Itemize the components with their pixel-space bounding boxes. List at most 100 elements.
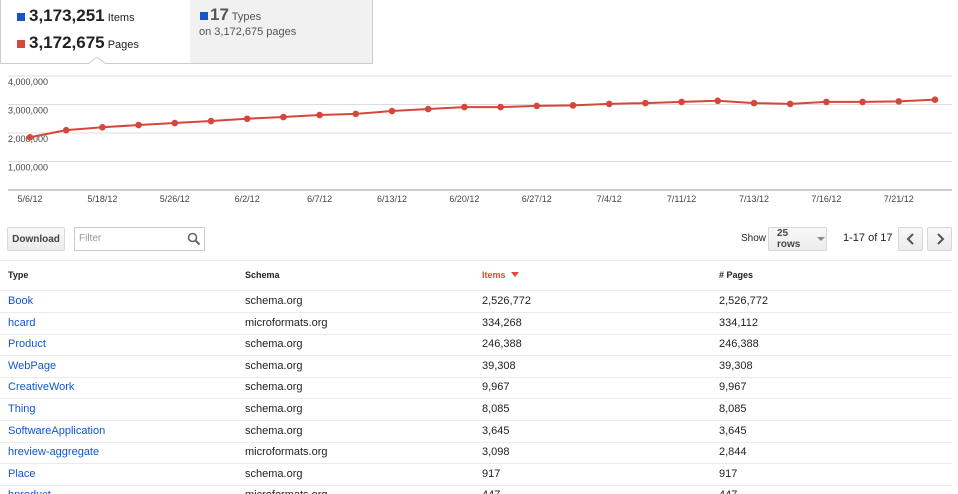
row-line	[0, 463, 952, 465]
x-tick-label: 6/13/12	[377, 194, 407, 204]
search-icon	[187, 232, 201, 246]
data-point	[352, 110, 360, 118]
column-header[interactable]: Items	[482, 270, 520, 280]
column-header[interactable]: Type	[8, 270, 29, 280]
data-point	[280, 113, 287, 121]
data-point	[895, 98, 903, 105]
table-cell: 3,645	[719, 424, 747, 437]
row-line	[0, 441, 952, 443]
filter-input[interactable]: Filter	[74, 227, 205, 251]
type-link[interactable]: hproduct	[8, 489, 51, 494]
x-tick-label: 7/21/12	[884, 194, 914, 204]
data-point	[497, 103, 504, 111]
table-cell: 447	[482, 489, 500, 494]
type-link[interactable]: WebPage	[8, 359, 57, 372]
table-cell: 246,388	[719, 338, 759, 351]
pages-count: 3,172,675	[29, 33, 105, 52]
table-cell: 3,098	[482, 446, 510, 459]
rows-dropdown[interactable]: 25 rows	[768, 227, 827, 251]
y-tick-label: 4,000,000	[8, 77, 48, 87]
table-cell: microformats.org	[245, 316, 328, 329]
x-tick-label: 7/16/12	[811, 194, 841, 204]
table-cell: 334,268	[482, 316, 522, 329]
table-cell: 39,308	[719, 359, 753, 372]
type-link[interactable]: hcard	[8, 316, 36, 329]
table-cell: schema.org	[245, 467, 303, 480]
data-point	[99, 124, 106, 131]
type-link[interactable]: CreativeWork	[8, 381, 75, 394]
dropdown-arrow	[817, 237, 826, 241]
table-cell: 39,308	[482, 359, 516, 372]
next-icon	[936, 233, 944, 245]
table-cell: microformats.org	[245, 489, 328, 494]
pages-swatch	[17, 40, 25, 48]
types-label: Types	[231, 11, 262, 23]
table-cell: schema.org	[245, 338, 303, 351]
table-cell: 2,844	[719, 446, 747, 459]
summary-items-box[interactable]: 3,173,251 Items 3,172,675 Pages	[0, 0, 191, 64]
data-point	[931, 96, 939, 103]
data-point	[171, 119, 179, 127]
pages-label: Pages	[107, 39, 139, 51]
table-cell: schema.org	[245, 424, 303, 437]
data-point	[135, 121, 142, 129]
row-line	[0, 312, 952, 313]
column-header[interactable]: Schema	[245, 270, 280, 280]
table-cell: 2,526,772	[482, 295, 531, 307]
prev-button[interactable]	[898, 227, 923, 251]
filter-placeholder: Filter	[79, 233, 102, 244]
summary-types-box[interactable]: 17 Types on 3,172,675 pages	[190, 0, 373, 64]
type-link[interactable]: Book	[8, 295, 34, 307]
type-link[interactable]: Thing	[8, 403, 36, 415]
table-cell: 8,085	[719, 403, 747, 415]
page-range: 1-17 of 17	[843, 232, 893, 244]
table-cell: 246,388	[482, 338, 522, 351]
table-cell: 447	[719, 489, 737, 494]
data-point	[461, 103, 468, 111]
table-cell: 917	[482, 467, 501, 480]
type-link[interactable]: hreview-aggregate	[8, 446, 100, 459]
x-tick-label: 6/7/12	[307, 194, 332, 204]
data-point	[678, 98, 685, 106]
data-point	[859, 98, 866, 106]
data-point	[786, 100, 794, 108]
rows-label: 25 rows	[777, 228, 801, 250]
series-line	[29, 98, 936, 139]
items-swatch	[17, 13, 25, 21]
row-line	[0, 355, 952, 357]
data-point	[605, 100, 613, 108]
type-link[interactable]: Product	[8, 338, 46, 351]
table-cell: 2,526,772	[719, 295, 768, 307]
row-line	[0, 420, 952, 421]
data-point	[642, 99, 649, 107]
data-point	[62, 126, 70, 134]
data-point	[533, 102, 541, 110]
next-button[interactable]	[927, 227, 952, 251]
show-label: Show	[741, 233, 767, 244]
type-link[interactable]: Place	[8, 467, 36, 480]
download-button[interactable]: Download	[7, 227, 65, 251]
x-tick-label: 6/2/12	[235, 194, 260, 204]
row-line	[0, 333, 952, 335]
items-label: Items	[107, 12, 135, 24]
x-tick-label: 5/18/12	[87, 194, 117, 204]
row-line	[0, 398, 952, 400]
x-tick-label: 5/26/12	[160, 194, 190, 204]
items-count: 3,173,251	[29, 6, 105, 25]
x-tick-label: 7/13/12	[739, 194, 769, 204]
data-point	[424, 105, 432, 113]
y-tick-label: 1,000,000	[8, 163, 48, 173]
table-cell: 917	[719, 467, 738, 480]
x-tick-label: 6/20/12	[449, 194, 479, 204]
types-swatch	[200, 12, 208, 20]
column-header[interactable]: # Pages	[719, 270, 754, 280]
table-top-line	[0, 260, 952, 261]
data-point	[243, 115, 251, 123]
x-tick-label: 6/27/12	[522, 194, 552, 204]
sort-arrow	[510, 272, 519, 277]
chart: 1,000,0002,000,0003,000,0004,000,0005/6/…	[8, 75, 952, 204]
x-tick-label: 5/6/12	[17, 194, 42, 204]
type-link[interactable]: SoftwareApplication	[8, 424, 106, 437]
y-tick-label: 3,000,000	[8, 106, 48, 116]
